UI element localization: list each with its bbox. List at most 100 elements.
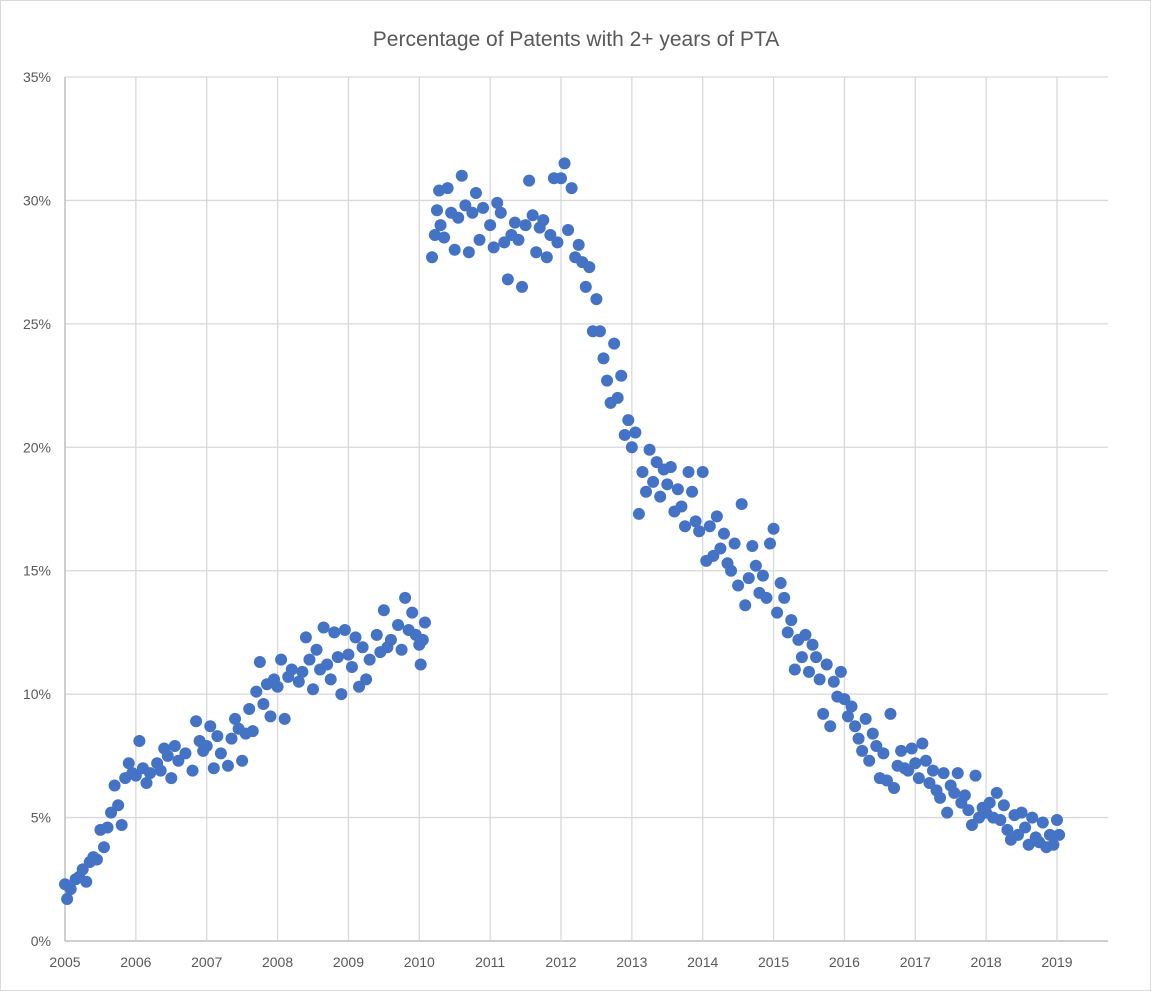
data-point [781,626,794,639]
data-point [331,651,344,664]
data-point [1036,816,1049,829]
data-point [771,606,784,619]
data-point [154,764,167,777]
data-point [965,818,978,831]
data-point [983,796,996,809]
data-point [501,273,514,286]
data-point [710,510,723,523]
data-point [916,737,929,750]
data-point [384,633,397,646]
data-point [632,507,645,520]
data-points [59,157,1066,906]
data-point [838,693,851,706]
data-point [264,710,277,723]
data-point [200,739,213,752]
data-point [562,224,575,237]
data-point [870,739,883,752]
data-point [190,715,203,728]
data-point [583,261,596,274]
y-tick-label: 15% [23,563,51,579]
data-point [537,214,550,227]
data-point [1050,814,1063,827]
data-point [257,698,270,711]
data-point [426,251,439,264]
data-point [317,621,330,634]
data-point [934,791,947,804]
data-point [767,522,780,535]
data-point [484,219,497,232]
data-point [622,414,635,427]
data-point [951,767,964,780]
data-point [508,216,521,229]
data-point [395,643,408,656]
data-point [849,720,862,733]
data-point [958,789,971,802]
data-point [902,764,915,777]
data-point [204,720,217,733]
data-point [817,707,830,720]
data-point [810,651,823,664]
data-point [554,172,567,185]
data-point [629,426,642,439]
data-point [990,786,1003,799]
data-point [335,688,348,701]
data-point [414,658,427,671]
data-point [172,754,185,767]
data-point [827,675,840,688]
data-point [328,626,341,639]
data-point [416,633,429,646]
data-point [97,841,110,854]
gridlines [64,76,1108,942]
data-point [788,663,801,676]
x-axis-ticks: 2005 2006 2007 2008 2009 2010 2011 2012 2013 2014… [49,954,1072,970]
data-point [519,219,532,232]
data-point [615,369,628,382]
data-point [714,542,727,555]
data-point [512,233,525,246]
x-tick-label: 2007 [191,954,222,970]
data-point [229,712,242,725]
data-point [179,747,192,760]
data-point [1015,806,1028,819]
data-point [764,537,777,550]
data-point [399,591,412,604]
data-point [625,441,638,454]
data-point [650,456,663,469]
data-point [356,641,369,654]
data-point [377,604,390,617]
data-point [338,623,351,636]
data-point [852,732,865,745]
x-tick-label: 2008 [262,954,293,970]
data-point [477,201,490,214]
data-point [888,781,901,794]
y-tick-label: 25% [23,316,51,332]
data-point [880,774,893,787]
data-point [105,806,118,819]
data-point [756,569,769,582]
data-point [214,747,227,760]
data-point [306,683,319,696]
data-point [654,490,667,503]
data-point [739,599,752,612]
data-point [271,680,284,693]
y-tick-label: 35% [23,69,51,85]
data-point [746,540,759,553]
data-point [856,744,869,757]
data-point [353,680,366,693]
data-point [523,174,536,187]
data-point [647,475,660,488]
data-point [579,280,592,293]
data-point [728,537,741,550]
data-point [516,280,529,293]
data-point [565,182,578,195]
data-point [530,246,543,259]
data-point [686,485,699,498]
data-point [275,653,288,666]
x-tick-label: 2013 [616,954,647,970]
data-point [923,777,936,790]
data-point [90,853,103,866]
data-point [962,804,975,817]
data-point [735,498,748,511]
data-point [392,619,405,632]
data-point [664,461,677,474]
